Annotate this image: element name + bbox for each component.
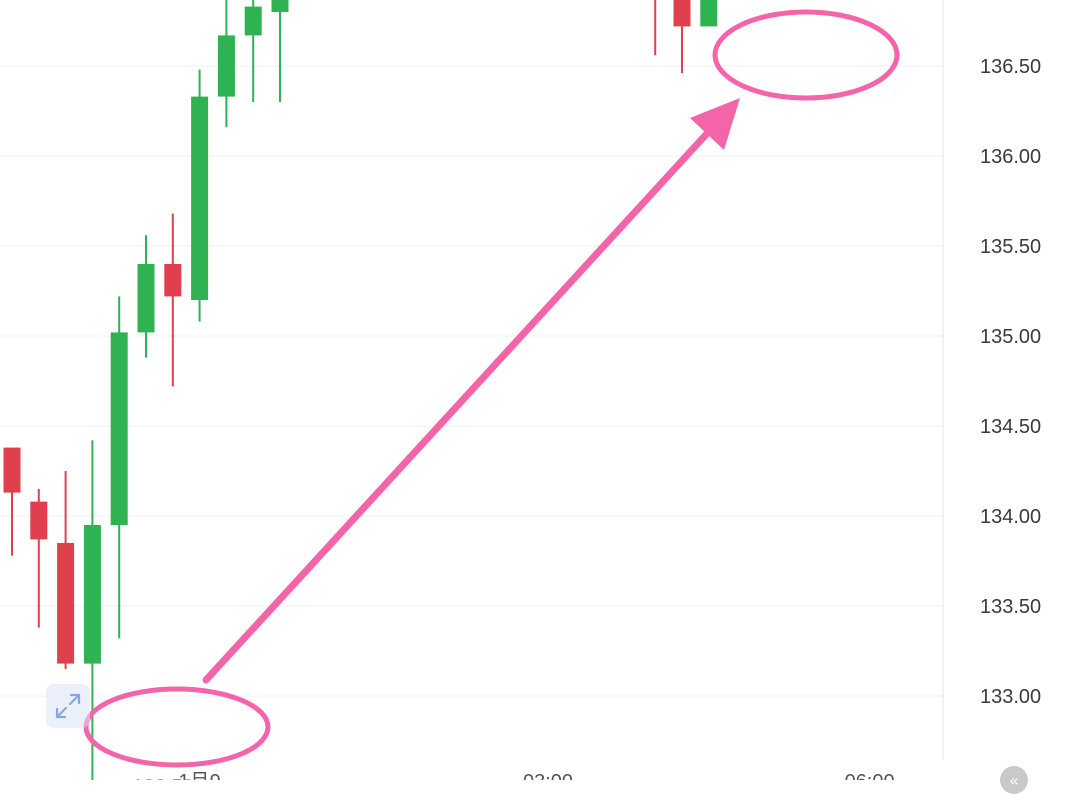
candle-body <box>83 525 101 664</box>
candle-body <box>57 543 75 664</box>
price-tick-label: 136.00 <box>980 146 1041 168</box>
candle-up <box>83 440 101 780</box>
time-tick-label: 06:00 <box>845 771 895 780</box>
candle-body <box>137 264 155 333</box>
candle-body <box>673 0 691 27</box>
candle-down <box>30 489 48 628</box>
price-tick-label: 134.00 <box>980 506 1041 528</box>
candle-body <box>217 35 235 97</box>
candle-body <box>244 6 262 36</box>
high-low-annotations: 140.00132.50 <box>132 776 193 780</box>
highlight-overlay <box>83 9 900 768</box>
low-price-label: 132.50 <box>132 776 193 780</box>
candle-up <box>191 69 209 322</box>
time-tick-label: 1月9 <box>178 771 220 780</box>
candle-body <box>3 447 21 493</box>
candle-body <box>110 332 128 525</box>
candle-down <box>673 0 691 74</box>
scroll-to-latest-button[interactable]: « <box>1000 766 1028 794</box>
time-axis: 1月9 03:00 06:00 <box>178 771 894 780</box>
trend-arrow-shaft <box>202 124 716 684</box>
candle-down <box>164 213 182 387</box>
candle-body <box>164 264 182 297</box>
candles-group <box>3 0 718 780</box>
candle-up <box>137 235 155 358</box>
high-highlight-circle <box>712 9 900 101</box>
trend-arrow-head <box>690 98 740 150</box>
candle-up <box>700 0 718 27</box>
price-tick-label: 135.00 <box>980 326 1041 348</box>
double-chevron-left-icon: « <box>1009 770 1019 790</box>
low-highlight-circle <box>83 686 271 768</box>
price-tick-label: 135.50 <box>980 236 1041 258</box>
candle-up <box>244 0 262 102</box>
time-tick-label: 03:00 <box>523 771 573 780</box>
price-tick-label: 134.50 <box>980 416 1041 438</box>
candle-up <box>110 296 128 639</box>
candle-down <box>57 471 75 669</box>
candle-body <box>191 96 209 300</box>
price-tick-label: 133.50 <box>980 596 1041 618</box>
candle-body <box>700 0 718 27</box>
price-tick-label: 136.50 <box>980 56 1041 78</box>
expand-icon <box>55 693 81 719</box>
expand-chart-button[interactable] <box>46 684 90 728</box>
price-tick-label: 133.00 <box>980 686 1041 708</box>
candle-up <box>271 0 289 102</box>
candle-body <box>30 501 48 540</box>
grid-lines <box>0 65 943 697</box>
candle-body <box>271 0 289 12</box>
candle-up <box>217 0 235 128</box>
candle-down <box>654 0 657 56</box>
price-axis: 140.00139.50139.00138.50138.00137.50137.… <box>980 56 1041 708</box>
candle-down <box>3 447 21 556</box>
